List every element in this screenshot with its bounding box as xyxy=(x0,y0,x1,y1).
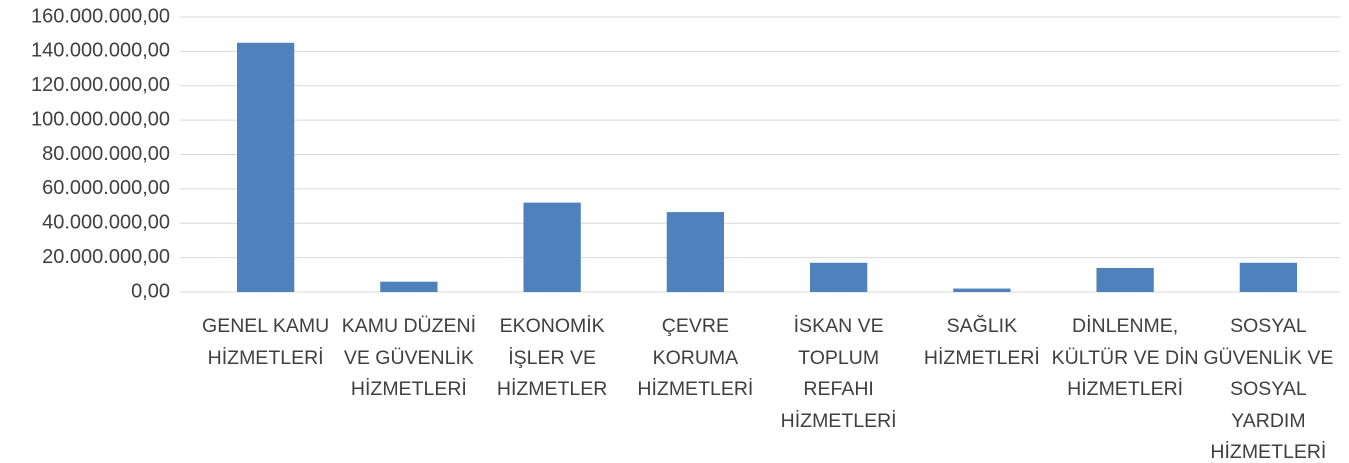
x-tick-label: İSKAN VE TOPLUM REFAHI HİZMETLERİ xyxy=(780,315,897,432)
bar xyxy=(236,42,295,292)
y-tick-label: 20.000.000,00 xyxy=(42,246,170,268)
y-tick-label: 120.000.000,00 xyxy=(31,74,170,96)
y-tick-label: 0,00 xyxy=(131,280,170,302)
x-tick-label: EKONOMİK İŞLER VE HİZMETLER xyxy=(496,315,608,400)
x-tick-label: DİNLENME, KÜLTÜR VE DİN HİZMETLERİ xyxy=(1051,315,1199,400)
x-tick-label: GENEL KAMU HİZMETLERİ xyxy=(202,315,330,369)
y-tick-label: 80.000.000,00 xyxy=(42,143,170,165)
y-tick-label: 40.000.000,00 xyxy=(42,212,170,234)
bar xyxy=(1096,267,1154,292)
bar xyxy=(1239,262,1298,292)
y-tick-label: 140.000.000,00 xyxy=(31,40,170,62)
bar xyxy=(953,288,1011,292)
x-tick-label: SOSYAL GÜVENLİK VE SOSYAL YARDIM HİZMETL… xyxy=(1203,315,1334,463)
bar xyxy=(523,202,581,292)
y-tick-label: 100.000.000,00 xyxy=(31,108,170,130)
x-tick-label: KAMU DÜZENİ VE GÜVENLİK HİZMETLERİ xyxy=(341,315,477,400)
bar xyxy=(666,212,725,292)
x-tick-label: ÇEVRE KORUMA HİZMETLERİ xyxy=(637,315,754,400)
bar xyxy=(809,262,868,292)
bar xyxy=(380,281,438,292)
y-tick-label: 160.000.000,00 xyxy=(31,5,170,27)
x-tick-label: SAĞLIK HİZMETLERİ xyxy=(923,315,1040,369)
y-tick-label: 60.000.000,00 xyxy=(42,177,170,199)
